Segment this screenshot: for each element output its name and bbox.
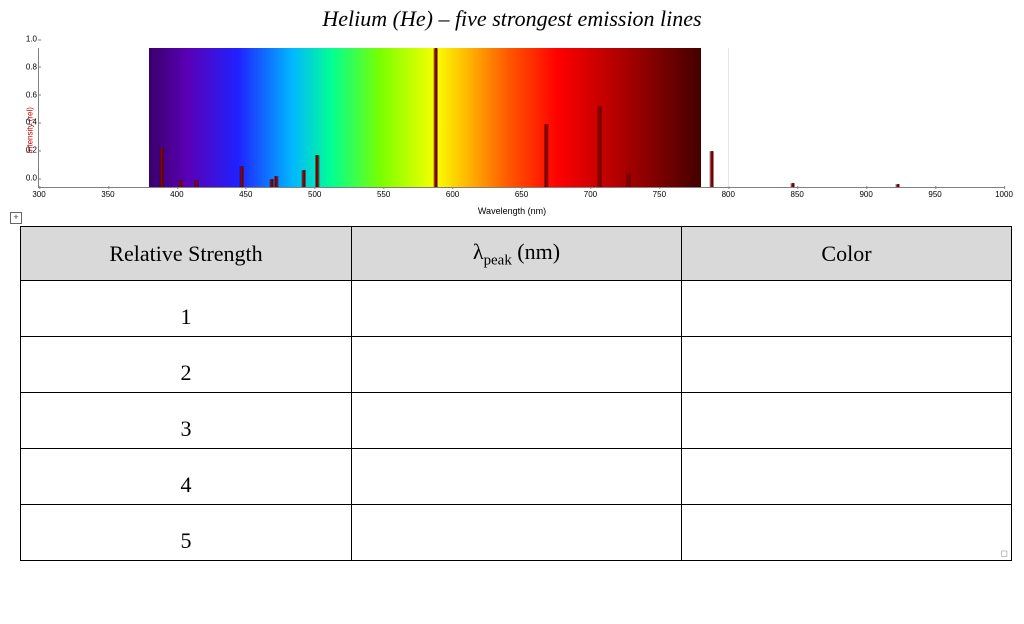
y-tick: 0.0	[17, 174, 37, 183]
resize-handle-icon: ◻	[1001, 548, 1008, 559]
cell-strength: 1	[21, 281, 352, 337]
table-body: 12345	[21, 281, 1012, 561]
cell-color	[681, 281, 1011, 337]
x-tick: 900	[859, 190, 872, 199]
cell-strength: 4	[21, 449, 352, 505]
x-tick: 750	[653, 190, 666, 199]
emission-peak	[316, 155, 319, 187]
spectrum-chart: Intensity (rel) 0.00.20.40.60.81.0300350…	[10, 42, 1014, 222]
y-tick: 0.8	[17, 62, 37, 71]
table-row: 2	[21, 337, 1012, 393]
x-tick: 700	[584, 190, 597, 199]
y-tick: 0.4	[17, 118, 37, 127]
emission-peak	[628, 173, 631, 187]
emission-peak	[435, 48, 438, 187]
table-row: 5	[21, 505, 1012, 561]
cell-lambda	[351, 449, 681, 505]
x-tick: 500	[308, 190, 321, 199]
page-title: Helium (He) – five strongest emission li…	[0, 0, 1024, 42]
cell-lambda	[351, 505, 681, 561]
table-row: 1	[21, 281, 1012, 337]
x-tick: 650	[515, 190, 528, 199]
x-tick: 850	[791, 190, 804, 199]
emission-peak	[599, 106, 602, 187]
table-row: 4	[21, 449, 1012, 505]
data-table-wrap: Relative Strengthλpeak (nm)Color 12345 ◻	[20, 226, 1012, 561]
cell-color	[681, 505, 1011, 561]
cell-color	[681, 449, 1011, 505]
expand-icon[interactable]: +	[10, 212, 22, 224]
column-header-strength: Relative Strength	[21, 227, 352, 281]
emission-peak	[195, 180, 198, 187]
x-tick: 400	[170, 190, 183, 199]
page-root: Helium (He) – five strongest emission li…	[0, 0, 1024, 624]
data-table: Relative Strengthλpeak (nm)Color 12345	[20, 226, 1012, 561]
x-tick: 600	[446, 190, 459, 199]
visible-spectrum-band	[149, 48, 700, 187]
column-header-color: Color	[681, 227, 1011, 281]
cell-color	[681, 393, 1011, 449]
y-tick: 1.0	[17, 35, 37, 44]
x-tick: 300	[32, 190, 45, 199]
emission-peak	[275, 176, 278, 187]
emission-peak	[240, 166, 243, 187]
column-header-lambda: λpeak (nm)	[351, 227, 681, 281]
x-tick: 350	[101, 190, 114, 199]
x-tick: 550	[377, 190, 390, 199]
x-tick: 950	[928, 190, 941, 199]
emission-peak	[545, 124, 548, 187]
emission-peak	[710, 151, 713, 187]
cell-lambda	[351, 337, 681, 393]
emission-peak	[270, 179, 273, 187]
emission-peak	[896, 184, 899, 187]
plot-area: 0.00.20.40.60.81.03003504004505005506006…	[38, 48, 1004, 188]
grid-line	[728, 48, 729, 187]
cell-strength: 2	[21, 337, 352, 393]
x-axis-label: Wavelength (nm)	[478, 206, 546, 216]
x-tick: 450	[239, 190, 252, 199]
cell-strength: 3	[21, 393, 352, 449]
emission-peak	[792, 183, 795, 187]
cell-lambda	[351, 281, 681, 337]
emission-peak	[302, 170, 305, 187]
y-tick: 0.2	[17, 146, 37, 155]
y-tick: 0.6	[17, 90, 37, 99]
table-row: 3	[21, 393, 1012, 449]
cell-strength: 5	[21, 505, 352, 561]
x-tick: 800	[722, 190, 735, 199]
emission-peak	[160, 148, 163, 187]
x-tick: 1000	[995, 190, 1013, 199]
emission-peak	[179, 180, 182, 187]
cell-color	[681, 337, 1011, 393]
table-header-row: Relative Strengthλpeak (nm)Color	[21, 227, 1012, 281]
cell-lambda	[351, 393, 681, 449]
